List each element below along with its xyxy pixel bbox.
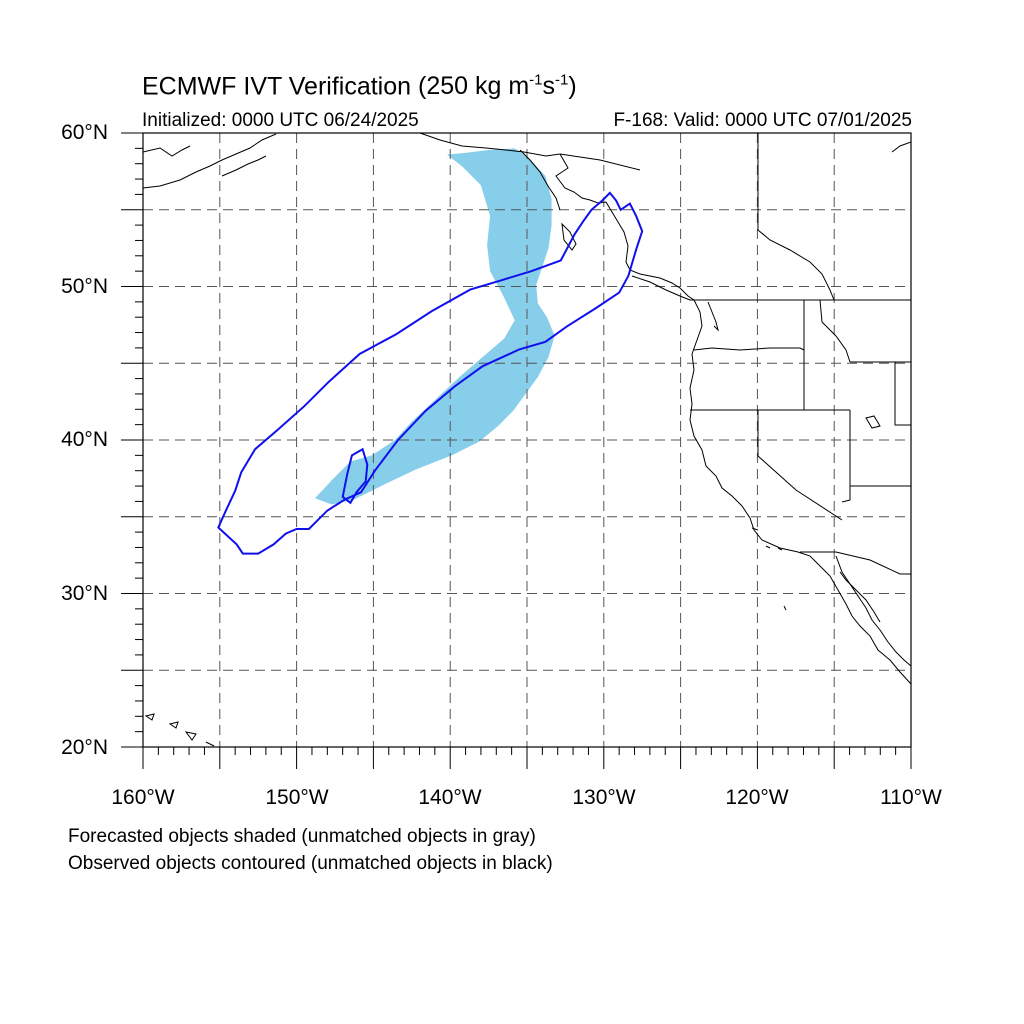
graticule bbox=[143, 133, 911, 747]
coastlines-and-borders bbox=[143, 133, 911, 747]
lat-label-50: 50°N bbox=[61, 275, 108, 298]
lon-label-120w: 120°W bbox=[725, 786, 789, 809]
washington-oregon-border bbox=[693, 347, 805, 351]
channel-islands bbox=[751, 527, 783, 551]
lat-label-20: 20°N bbox=[61, 736, 108, 759]
vancouver-island bbox=[631, 275, 691, 301]
idaho-montana-border bbox=[819, 299, 851, 363]
observed-ivt-object-outer bbox=[217, 191, 644, 555]
guadalupe-island bbox=[783, 605, 787, 611]
gulf-of-california-coast bbox=[839, 571, 881, 623]
bc-islands bbox=[519, 149, 561, 211]
lon-label-130w: 130°W bbox=[572, 786, 636, 809]
lat-label-60: 60°N bbox=[61, 121, 108, 144]
valid-time-label: F-168: Valid: 0000 UTC 07/01/2025 bbox=[613, 110, 912, 131]
alaska-coast-2 bbox=[143, 145, 191, 157]
observed-ivt-object-inner bbox=[341, 447, 369, 505]
north-america-coastline bbox=[555, 153, 911, 685]
wyoming-west-border bbox=[894, 362, 911, 426]
haida-gwaii bbox=[561, 222, 577, 251]
great-salt-lake bbox=[865, 415, 881, 429]
lat-label-40: 40°N bbox=[61, 428, 108, 451]
lon-label-160w: 160°W bbox=[111, 786, 175, 809]
yukon-border bbox=[559, 153, 641, 171]
puget-sound bbox=[707, 301, 719, 332]
bc-alberta-border bbox=[757, 133, 835, 301]
title-text: ECMWF IVT Verification bbox=[142, 72, 412, 101]
map-plot-area bbox=[121, 132, 912, 769]
title-units: (250 kg m-1s-1) bbox=[418, 72, 577, 101]
lat-label-30: 30°N bbox=[61, 582, 108, 605]
lon-label-110w: 110°W bbox=[880, 786, 942, 809]
lon-label-150w: 150°W bbox=[265, 786, 329, 809]
nevada-east-border bbox=[841, 410, 851, 503]
forecast-legend-note: Forecasted objects shaded (unmatched obj… bbox=[68, 826, 536, 847]
alaska-coast-right bbox=[419, 133, 561, 157]
northeast-corner-coast bbox=[891, 141, 911, 153]
lon-label-140w: 140°W bbox=[418, 786, 482, 809]
alaska-islands bbox=[221, 155, 267, 177]
hawaii-islands bbox=[144, 713, 215, 747]
map-frame bbox=[142, 132, 912, 748]
observed-legend-note: Observed objects contoured (unmatched ob… bbox=[68, 853, 553, 874]
baja-coastline bbox=[835, 555, 911, 667]
axis-ticks bbox=[121, 132, 912, 769]
us-mexico-border bbox=[800, 551, 911, 575]
forecast-ivt-object bbox=[315, 148, 555, 505]
alaska-coastline bbox=[143, 133, 277, 189]
init-time-label: Initialized: 0000 UTC 06/24/2025 bbox=[142, 110, 419, 131]
california-nevada-border bbox=[757, 410, 843, 521]
figure-title: ECMWF IVT Verification (250 kg m-1s-1) bbox=[142, 72, 577, 101]
